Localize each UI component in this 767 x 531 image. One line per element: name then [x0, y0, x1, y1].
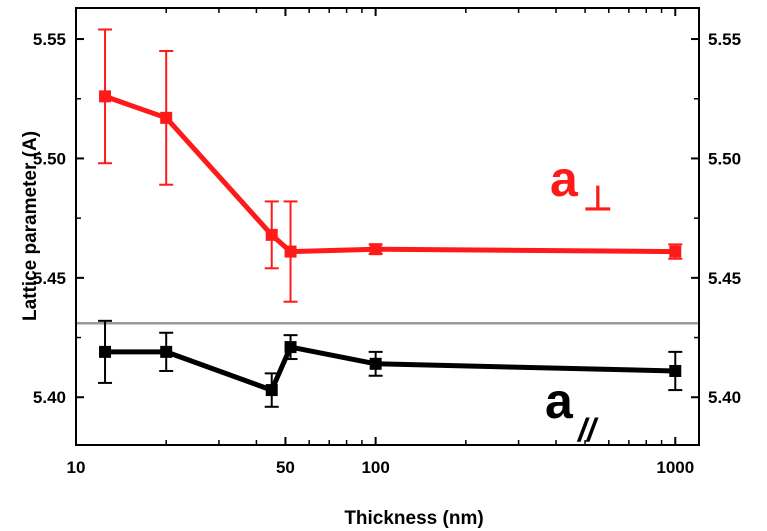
y-tick-label: 5.45 — [33, 269, 66, 288]
data-point — [369, 357, 382, 370]
y-tick-label: 5.55 — [33, 30, 66, 49]
tick-marks: 10 50 100 1000 5.40 5.40 5.45 5.45 5.50 5.50 5.55 5… — [33, 8, 741, 477]
x-tick-label: 100 — [361, 458, 389, 477]
plot-frame — [75, 7, 700, 446]
y-tick-label-right: 5.55 — [708, 30, 741, 49]
series-label-a-perp-main: a — [550, 151, 579, 207]
series-label-a-perp-sub: ⊥ — [583, 180, 613, 218]
data-point — [669, 364, 682, 377]
y-tick-label-right: 5.40 — [708, 388, 741, 407]
series-line — [105, 344, 676, 393]
y-axis-title: Lattice parameter (A) — [20, 131, 41, 321]
series-0 — [98, 28, 683, 303]
data-point — [160, 345, 173, 358]
data-point — [99, 345, 112, 358]
data-point — [369, 243, 382, 256]
data-point — [669, 245, 682, 258]
y-tick-label-right: 5.45 — [708, 269, 741, 288]
x-tick-label: 1000 — [656, 458, 694, 477]
y-tick-label: 5.50 — [33, 149, 66, 168]
y-tick-label: 5.40 — [33, 388, 66, 407]
data-point — [160, 111, 173, 124]
data-point — [265, 384, 278, 397]
x-axis-title: Thickness (nm) — [344, 508, 483, 529]
data-point — [99, 90, 112, 103]
series-1 — [98, 319, 683, 408]
data-point — [284, 341, 297, 354]
series-label-a-par-main: a — [545, 373, 574, 429]
y-tick-label-right: 5.50 — [708, 149, 741, 168]
data-point — [265, 228, 278, 241]
series-layer — [98, 28, 683, 408]
x-tick-label: 50 — [276, 458, 295, 477]
x-tick-label: 10 — [67, 458, 86, 477]
series-line — [104, 94, 676, 255]
series-label-a-perp: a ⊥ — [550, 151, 613, 218]
series-label-a-par-sub: // — [576, 412, 599, 448]
series-label-a-par: a // — [545, 373, 599, 448]
data-point — [284, 245, 297, 258]
